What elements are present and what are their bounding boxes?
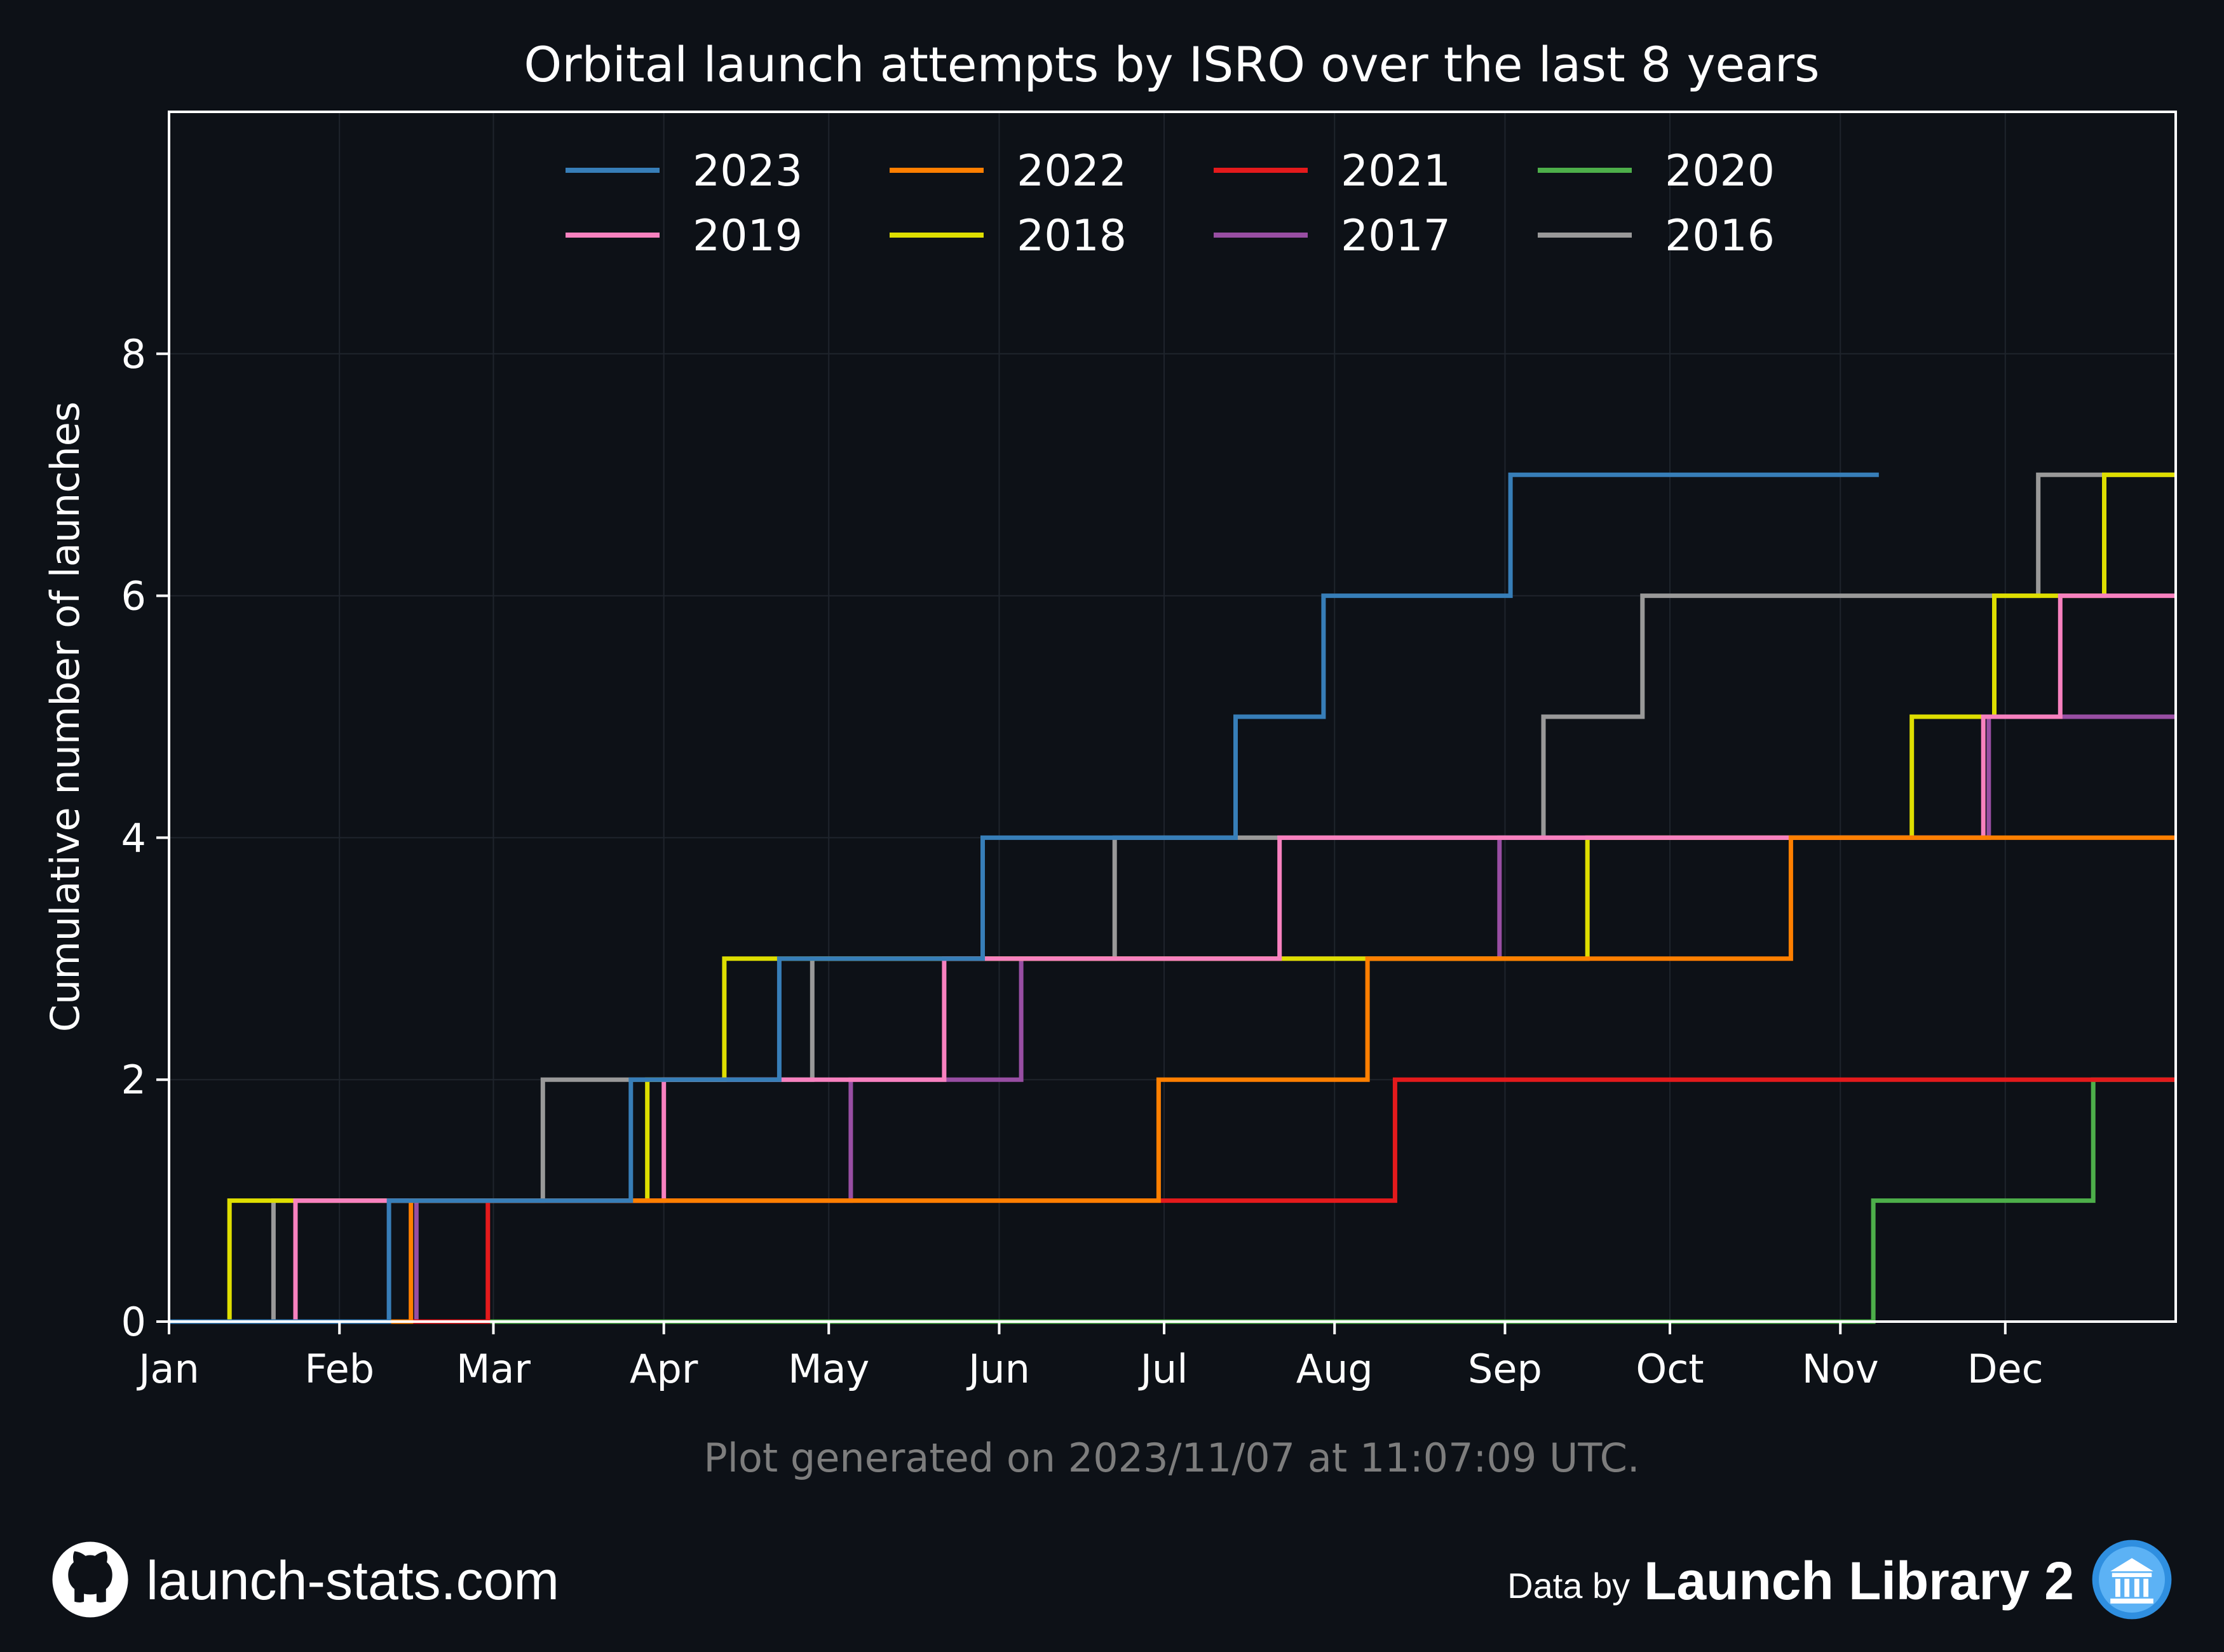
x-tick-label: Nov xyxy=(1802,1346,1879,1392)
x-tick-label: Jun xyxy=(966,1346,1030,1392)
series-line-2016 xyxy=(169,472,2176,1324)
footer-data-source: Data by Launch Library 2 xyxy=(1507,1536,2173,1625)
legend-label-2021: 2021 xyxy=(1341,146,1451,196)
series-line-2022 xyxy=(169,835,2176,1324)
series-line-2023 xyxy=(169,472,1879,1324)
plot-frame xyxy=(168,111,2177,1323)
legend-label-2016: 2016 xyxy=(1665,211,1775,261)
ticks: Jan Feb Mar Apr May Jun Jul Aug Sep Oct Nov Dec 0 2 4 6… xyxy=(121,331,2044,1392)
data-by-label: Data by xyxy=(1507,1565,1631,1606)
chart-title: Orbital launch attempts by ISRO over the… xyxy=(524,36,1819,93)
x-tick-label: May xyxy=(788,1346,869,1392)
legend-label-2020: 2020 xyxy=(1665,146,1775,196)
x-tick-label: Dec xyxy=(1967,1346,2044,1392)
legend: 2023 2022 2021 2020 2019 2018 2017 2016 xyxy=(566,146,1775,261)
series-line-2019 xyxy=(169,593,2176,1324)
x-tick-label: Jul xyxy=(1138,1346,1188,1392)
footer-site[interactable]: launch-stats.com xyxy=(51,1540,560,1622)
x-tick-label: Feb xyxy=(304,1346,374,1392)
series-line-2018 xyxy=(169,472,2176,1324)
y-tick-label: 8 xyxy=(121,331,146,377)
legend-label-2019: 2019 xyxy=(693,211,803,261)
x-tick-label: Apr xyxy=(630,1346,698,1392)
series-layer xyxy=(169,472,2176,1324)
legend-label-2018: 2018 xyxy=(1017,211,1127,261)
y-tick-label: 2 xyxy=(121,1057,146,1103)
x-tick-label: Jan xyxy=(136,1346,200,1392)
library-name: Launch Library 2 xyxy=(1644,1550,2074,1611)
y-tick-label: 6 xyxy=(121,573,146,620)
x-tick-label: Oct xyxy=(1636,1346,1704,1392)
x-tick-label: Sep xyxy=(1468,1346,1542,1392)
launch-library-icon xyxy=(2091,1538,2173,1623)
github-icon xyxy=(51,1540,130,1622)
legend-label-2023: 2023 xyxy=(693,146,803,196)
series-line-2017 xyxy=(169,714,2176,1324)
y-axis-label: Cumulative number of launches xyxy=(42,402,88,1032)
grid xyxy=(168,112,2176,1322)
legend-label-2017: 2017 xyxy=(1341,211,1451,261)
y-tick-label: 0 xyxy=(121,1299,146,1345)
site-link[interactable]: launch-stats.com xyxy=(146,1550,560,1611)
x-tick-label: Mar xyxy=(456,1346,531,1392)
legend-label-2022: 2022 xyxy=(1017,146,1127,196)
x-tick-label: Aug xyxy=(1296,1346,1373,1392)
y-tick-label: 4 xyxy=(121,815,146,861)
footnote: Plot generated on 2023/11/07 at 11:07:09… xyxy=(703,1435,1639,1481)
